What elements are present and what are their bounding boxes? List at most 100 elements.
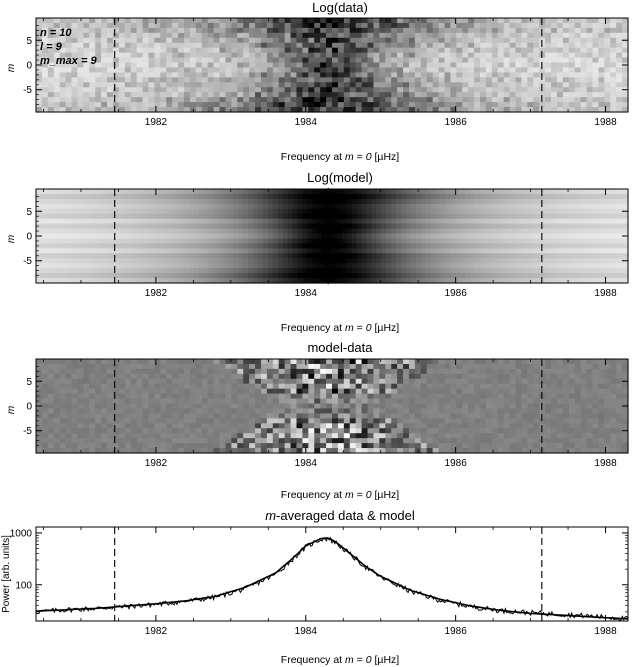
heatmap-cell: [381, 208, 387, 215]
heatmap-cell: [238, 198, 244, 205]
heatmap-cell: [302, 278, 308, 284]
heatmap-cell: [465, 233, 471, 240]
heatmap-cell: [533, 72, 540, 78]
heatmap-cell: [527, 82, 534, 88]
heatmap-cell: [169, 278, 175, 284]
heatmap-cell: [70, 248, 77, 254]
heatmap-cell: [223, 198, 229, 205]
heatmap-cell: [253, 208, 259, 215]
heatmap-cell: [515, 97, 523, 103]
heatmap-cell: [284, 388, 292, 395]
heatmap-cell: [558, 193, 565, 200]
heatmap-cell: [408, 27, 416, 34]
heatmap-cell: [189, 82, 197, 88]
heatmap-cell: [136, 383, 144, 390]
heatmap-cell: [533, 363, 540, 370]
heatmap-cell: [278, 42, 286, 49]
heatmap-cell: [237, 102, 244, 108]
heatmap-cell: [426, 47, 434, 54]
heatmap-cell: [430, 233, 437, 240]
heatmap-cell: [588, 193, 595, 200]
heatmap-cell: [201, 57, 209, 64]
heatmap-cell: [89, 57, 96, 64]
heatmap-cell: [588, 278, 595, 284]
heatmap-cell: [207, 97, 215, 103]
heatmap-cell: [262, 193, 269, 200]
heatmap-cell: [586, 72, 594, 78]
heatmap-cell: [583, 273, 590, 279]
heatmap-cell: [415, 253, 422, 259]
heatmap-cell: [188, 238, 195, 245]
heatmap-cell: [598, 77, 605, 83]
heatmap-cell: [326, 378, 333, 385]
heatmap-cell: [462, 97, 469, 103]
heatmap-cell: [367, 107, 375, 113]
heatmap-cell: [174, 218, 180, 225]
heatmap-cell: [603, 213, 609, 220]
heatmap-cell: [249, 107, 256, 113]
heatmap-cell: [154, 22, 161, 29]
heatmap-cell: [435, 258, 442, 264]
heatmap-cell: [386, 248, 392, 254]
heatmap-cell: [494, 218, 501, 225]
heatmap-cell: [474, 107, 481, 113]
heatmap-cell: [545, 87, 552, 93]
heatmap-cell: [408, 72, 416, 78]
heatmap-cell: [253, 253, 259, 259]
heatmap-cell: [583, 228, 590, 235]
heatmap-cell: [260, 18, 268, 24]
heatmap-cell: [613, 268, 619, 274]
heatmap-cell: [598, 42, 605, 49]
heatmap-cell: [462, 72, 469, 78]
heatmap-cell: [468, 52, 475, 59]
heatmap-cell: [346, 233, 353, 240]
heatmap-cell: [332, 268, 338, 274]
heatmap-cell: [499, 193, 506, 200]
heatmap-cell: [480, 198, 486, 205]
heatmap-cell: [308, 22, 315, 29]
heatmap-cell: [112, 82, 120, 88]
heatmap-cell: [598, 218, 604, 225]
heatmap-cell: [578, 273, 585, 279]
heatmap-cell: [574, 102, 582, 108]
heatmap-cell: [95, 363, 102, 370]
heatmap-cell: [349, 82, 357, 88]
heatmap-cell: [65, 273, 72, 279]
heatmap-cell: [420, 368, 428, 375]
heatmap-cell: [551, 107, 558, 113]
heatmap-cell: [114, 218, 121, 225]
heatmap-cell: [426, 77, 434, 83]
heatmap-cell: [385, 52, 392, 59]
heatmap-cell: [65, 72, 73, 78]
heatmap-cell: [484, 198, 491, 205]
heatmap-cell: [59, 37, 67, 44]
heatmap-cell: [50, 218, 57, 225]
heatmap-cell: [243, 203, 249, 210]
heatmap-cell: [223, 223, 229, 230]
heatmap-cell: [243, 258, 249, 264]
heatmap-cell: [551, 368, 558, 375]
heatmap-cell: [475, 253, 481, 259]
heatmap-cell: [124, 57, 132, 64]
heatmap-cell: [101, 97, 108, 103]
heatmap-cell: [243, 223, 249, 230]
heatmap-cell: [112, 67, 120, 74]
heatmap-cell: [179, 248, 185, 254]
heatmap-cell: [172, 92, 179, 98]
heatmap-cell: [166, 107, 173, 113]
heatmap-cell: [592, 67, 599, 74]
heatmap-cell: [225, 57, 232, 64]
heatmap-cell: [420, 273, 427, 279]
heatmap-cell: [290, 47, 298, 54]
heatmap-cell: [154, 37, 161, 44]
heatmap-cell: [588, 243, 595, 249]
heatmap-cell: [130, 37, 138, 44]
heatmap-cell: [381, 278, 387, 284]
heatmap-cell: [90, 243, 96, 249]
heatmap-cell: [110, 243, 116, 249]
heatmap-cell: [110, 278, 116, 284]
heatmap-cell: [154, 77, 161, 83]
heatmap-cell: [40, 213, 47, 220]
heatmap-cell: [208, 218, 215, 225]
heatmap-cell: [314, 22, 321, 29]
